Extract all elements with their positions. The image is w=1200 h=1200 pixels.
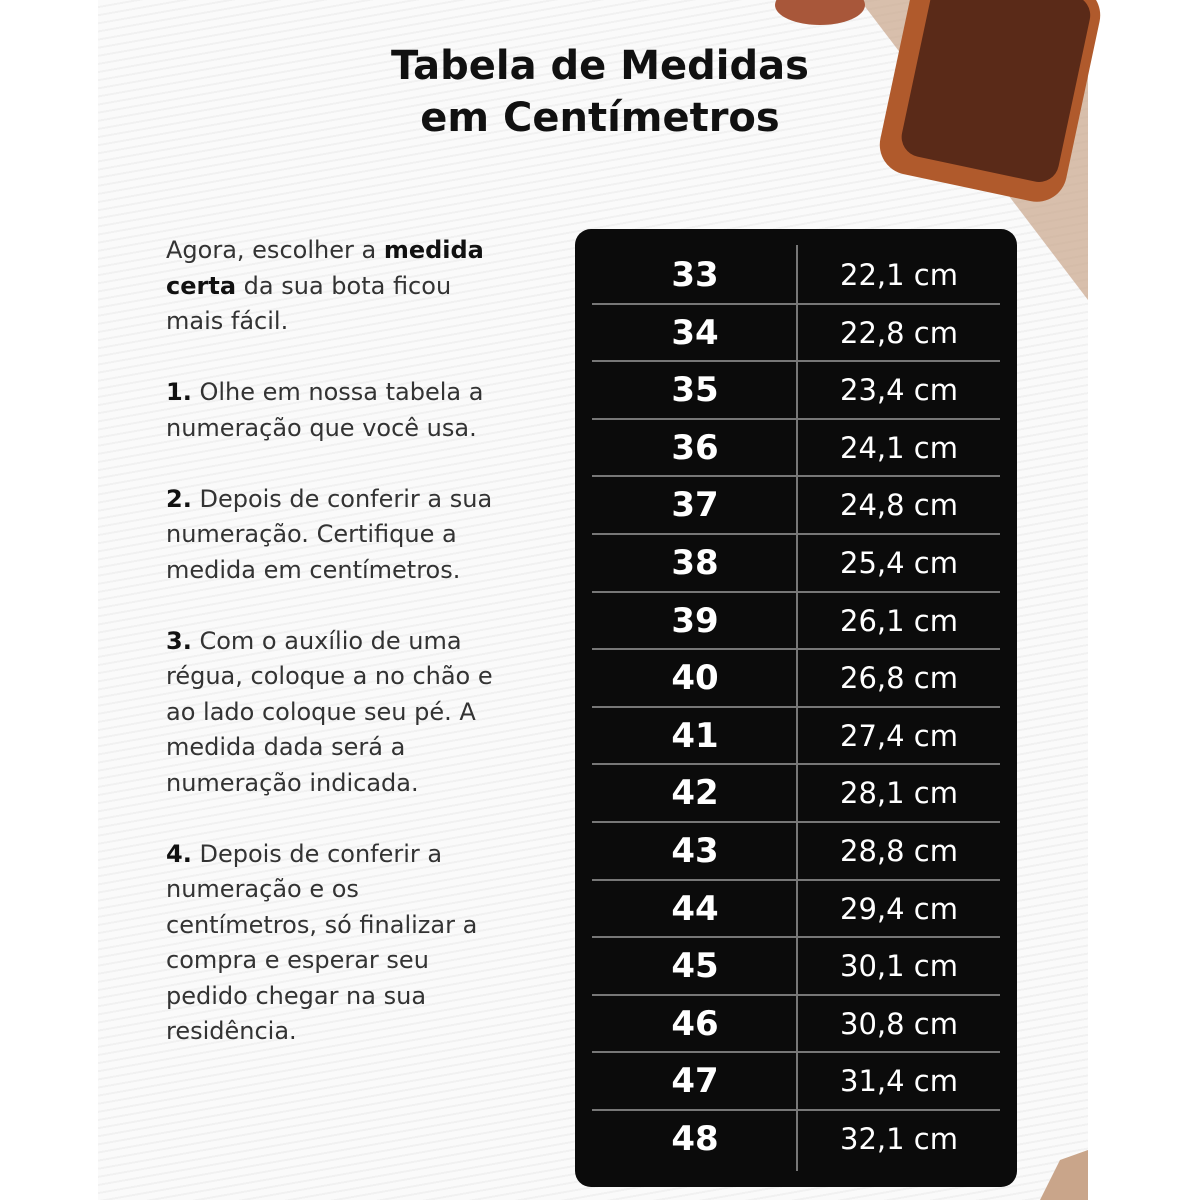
length: 32,1 cm bbox=[840, 1122, 958, 1156]
length: 29,4 cm bbox=[840, 891, 958, 926]
size: 34 bbox=[671, 312, 719, 353]
length: 31,4 cm bbox=[840, 1064, 958, 1099]
intro-text: da sua bota ficou mais fácil. bbox=[166, 271, 452, 336]
size-table: 33 22,1 cm 34 22,8 cm 35 23,4 cm 36 24,1 cm 37 24… bbox=[575, 229, 1017, 1187]
size: 42 bbox=[671, 773, 719, 814]
size: 40 bbox=[671, 658, 719, 699]
title: Tabela de Medidas em Centímetros bbox=[300, 40, 900, 144]
length: 28,8 cm bbox=[840, 834, 958, 868]
length: 23,4 cm bbox=[840, 373, 958, 408]
step: 4. Depois de conferir a numeração e os c… bbox=[166, 837, 496, 1050]
length: 27,4 cm bbox=[840, 718, 958, 753]
length: 24,8 cm bbox=[840, 488, 958, 523]
table-row: 34 22,8 cm bbox=[592, 305, 1000, 363]
intro: Agora, escolher a medida certa da sua bo… bbox=[166, 233, 496, 340]
table-row: 43 28,8 cm bbox=[592, 823, 1000, 881]
size: 39 bbox=[671, 600, 719, 641]
step-text: Com o auxílio de uma régua, coloque a no… bbox=[166, 626, 493, 797]
step: 3. Com o auxílio de uma régua, coloque a… bbox=[166, 624, 496, 802]
size: 45 bbox=[671, 946, 719, 987]
intro-text: Agora, escolher a bbox=[166, 236, 377, 264]
instructions: Agora, escolher a medida certa da sua bo… bbox=[166, 233, 496, 1085]
title-line: em Centímetros bbox=[420, 95, 780, 141]
step-number: 2. bbox=[166, 484, 192, 513]
size: 41 bbox=[671, 715, 719, 756]
size: 48 bbox=[671, 1119, 719, 1159]
size: 43 bbox=[671, 831, 719, 871]
size: 38 bbox=[671, 543, 719, 583]
length: 22,1 cm bbox=[840, 258, 958, 292]
length: 30,1 cm bbox=[840, 949, 958, 984]
step-number: 4. bbox=[166, 839, 192, 868]
table-row: 38 25,4 cm bbox=[592, 535, 1000, 593]
size: 35 bbox=[671, 370, 719, 411]
step-text: Depois de conferir a numeração e os cent… bbox=[166, 839, 478, 1046]
table-row: 45 30,1 cm bbox=[592, 938, 1000, 996]
step: 2. Depois de conferir a sua numeração. C… bbox=[166, 482, 496, 589]
size: 47 bbox=[671, 1061, 719, 1102]
length: 24,1 cm bbox=[840, 430, 958, 465]
table-row: 40 26,8 cm bbox=[592, 650, 1000, 708]
table-row: 42 28,1 cm bbox=[592, 765, 1000, 823]
length: 26,8 cm bbox=[840, 661, 958, 696]
table-row: 39 26,1 cm bbox=[592, 593, 1000, 651]
table-row: 44 29,4 cm bbox=[592, 881, 1000, 939]
table-row: 37 24,8 cm bbox=[592, 477, 1000, 535]
intro-bold: medida certa bbox=[166, 236, 484, 300]
size: 36 bbox=[671, 427, 719, 468]
step-number: 1. bbox=[166, 378, 192, 406]
table-row: 47 31,4 cm bbox=[592, 1053, 1000, 1111]
size: 46 bbox=[671, 1003, 719, 1044]
step-number: 3. bbox=[166, 626, 192, 655]
column-divider bbox=[796, 245, 798, 1171]
step: 1. Olhe em nossa tabela a numeração que … bbox=[166, 375, 496, 446]
table-row: 35 23,4 cm bbox=[592, 362, 1000, 420]
step-text: Depois de conferir a sua numeração. Cert… bbox=[166, 484, 493, 584]
table-row: 41 27,4 cm bbox=[592, 708, 1000, 766]
length: 28,1 cm bbox=[840, 776, 958, 811]
size: 44 bbox=[671, 888, 719, 929]
length: 30,8 cm bbox=[840, 1006, 958, 1041]
table-row: 48 32,1 cm bbox=[592, 1111, 1000, 1169]
size: 37 bbox=[671, 485, 719, 526]
length: 26,1 cm bbox=[840, 603, 958, 638]
size: 33 bbox=[671, 255, 719, 295]
table-row: 36 24,1 cm bbox=[592, 420, 1000, 478]
table-row: 33 22,1 cm bbox=[592, 247, 1000, 305]
length: 22,8 cm bbox=[840, 315, 958, 350]
title-line: Tabela de Medidas bbox=[391, 43, 809, 89]
length: 25,4 cm bbox=[840, 546, 958, 580]
step-text: Olhe em nossa tabela a numeração que voc… bbox=[166, 378, 484, 442]
table-row: 46 30,8 cm bbox=[592, 996, 1000, 1054]
